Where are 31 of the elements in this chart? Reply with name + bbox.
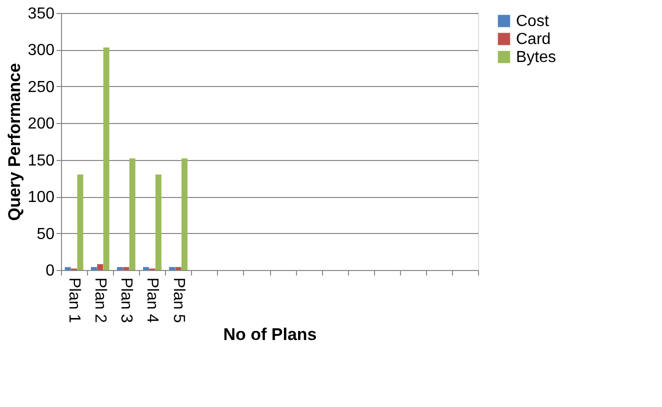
y-axis-title: Query Performance <box>4 63 24 221</box>
y-tick-label: 250 <box>28 78 55 96</box>
bar <box>181 158 188 270</box>
legend-label: Bytes <box>516 49 556 66</box>
y-tick-label: 200 <box>28 116 55 133</box>
legend-label: Card <box>516 31 551 48</box>
bar <box>97 264 104 270</box>
bar <box>123 267 130 270</box>
y-tick-label: 150 <box>28 152 55 170</box>
bar <box>143 267 150 270</box>
y-tick-label: 50 <box>36 226 55 243</box>
y-tick-label: 300 <box>28 42 55 60</box>
y-tick-label: 0 <box>46 262 55 280</box>
x-tick-label: Plan 1 <box>66 278 83 323</box>
bar <box>129 158 136 270</box>
bar <box>175 267 182 270</box>
bar <box>155 174 162 270</box>
legend-label: Cost <box>516 13 550 30</box>
x-tick-label: Plan 4 <box>144 278 161 323</box>
x-tick-label: Plan 2 <box>92 278 109 323</box>
x-tick-label: Plan 3 <box>118 278 135 323</box>
bar <box>169 267 176 270</box>
x-tick-label: Plan 5 <box>170 278 187 323</box>
y-tick-label: 350 <box>28 6 55 22</box>
bar <box>116 267 123 270</box>
bar <box>64 267 71 270</box>
x-axis-title: No of Plans <box>223 324 317 344</box>
bar <box>90 267 97 270</box>
y-tick-label: 100 <box>28 189 55 206</box>
bar <box>77 174 84 270</box>
bar <box>103 48 110 270</box>
